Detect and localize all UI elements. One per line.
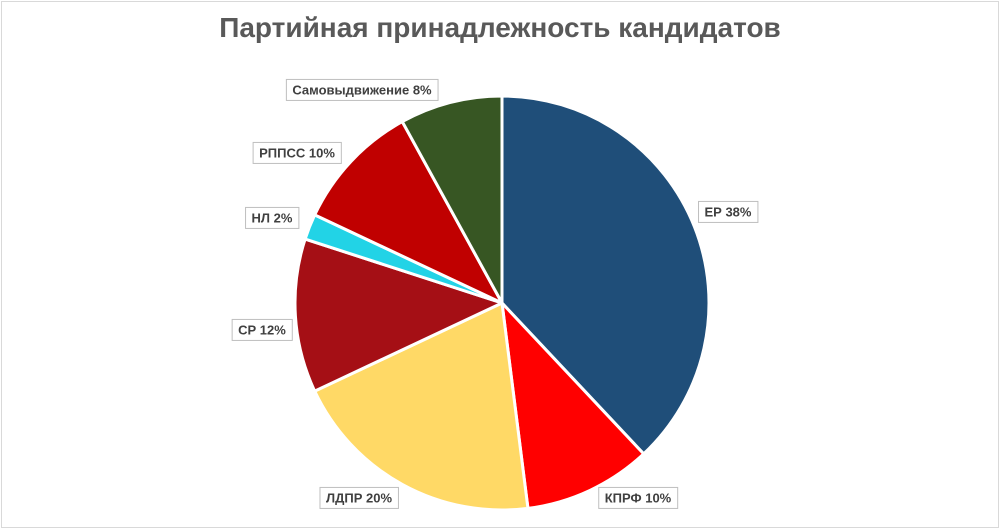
pie-slice-4 (293, 237, 504, 393)
data-label-2: КПРФ 10% (598, 486, 679, 509)
data-label-text-3: ЛДПР 20% (326, 490, 392, 505)
data-label-1: ЕР 38% (698, 200, 759, 223)
data-label-box-6 (252, 141, 342, 164)
data-label-text-6: РППСС 10% (259, 145, 335, 160)
pie-slice-7 (400, 94, 504, 305)
data-label-box-5 (245, 206, 300, 229)
data-label-6: РППСС 10% (252, 141, 342, 164)
data-label-text-2: КПРФ 10% (605, 490, 672, 505)
data-label-text-7: Самовыдвижение 8% (292, 82, 432, 97)
pie-slice-3 (313, 301, 530, 512)
data-label-7: Самовыдвижение 8% (285, 78, 439, 101)
data-label-4: СР 12% (231, 318, 293, 341)
pie-slice-6 (313, 120, 504, 305)
data-label-text-1: ЕР 38% (705, 204, 752, 219)
data-label-box-1 (698, 200, 759, 223)
data-label-3: ЛДПР 20% (319, 486, 399, 509)
data-label-box-7 (285, 78, 439, 101)
data-label-text-5: НЛ 2% (252, 210, 293, 225)
chart-title: Партийная принадлежность кандидатов (219, 12, 781, 43)
data-label-box-4 (231, 318, 293, 341)
data-label-5: НЛ 2% (245, 206, 300, 229)
data-label-box-2 (598, 486, 679, 509)
pie-slice-2 (500, 301, 646, 510)
data-label-box-3 (319, 486, 399, 509)
pie-slice-1 (500, 94, 711, 456)
data-label-text-4: СР 12% (238, 322, 286, 337)
